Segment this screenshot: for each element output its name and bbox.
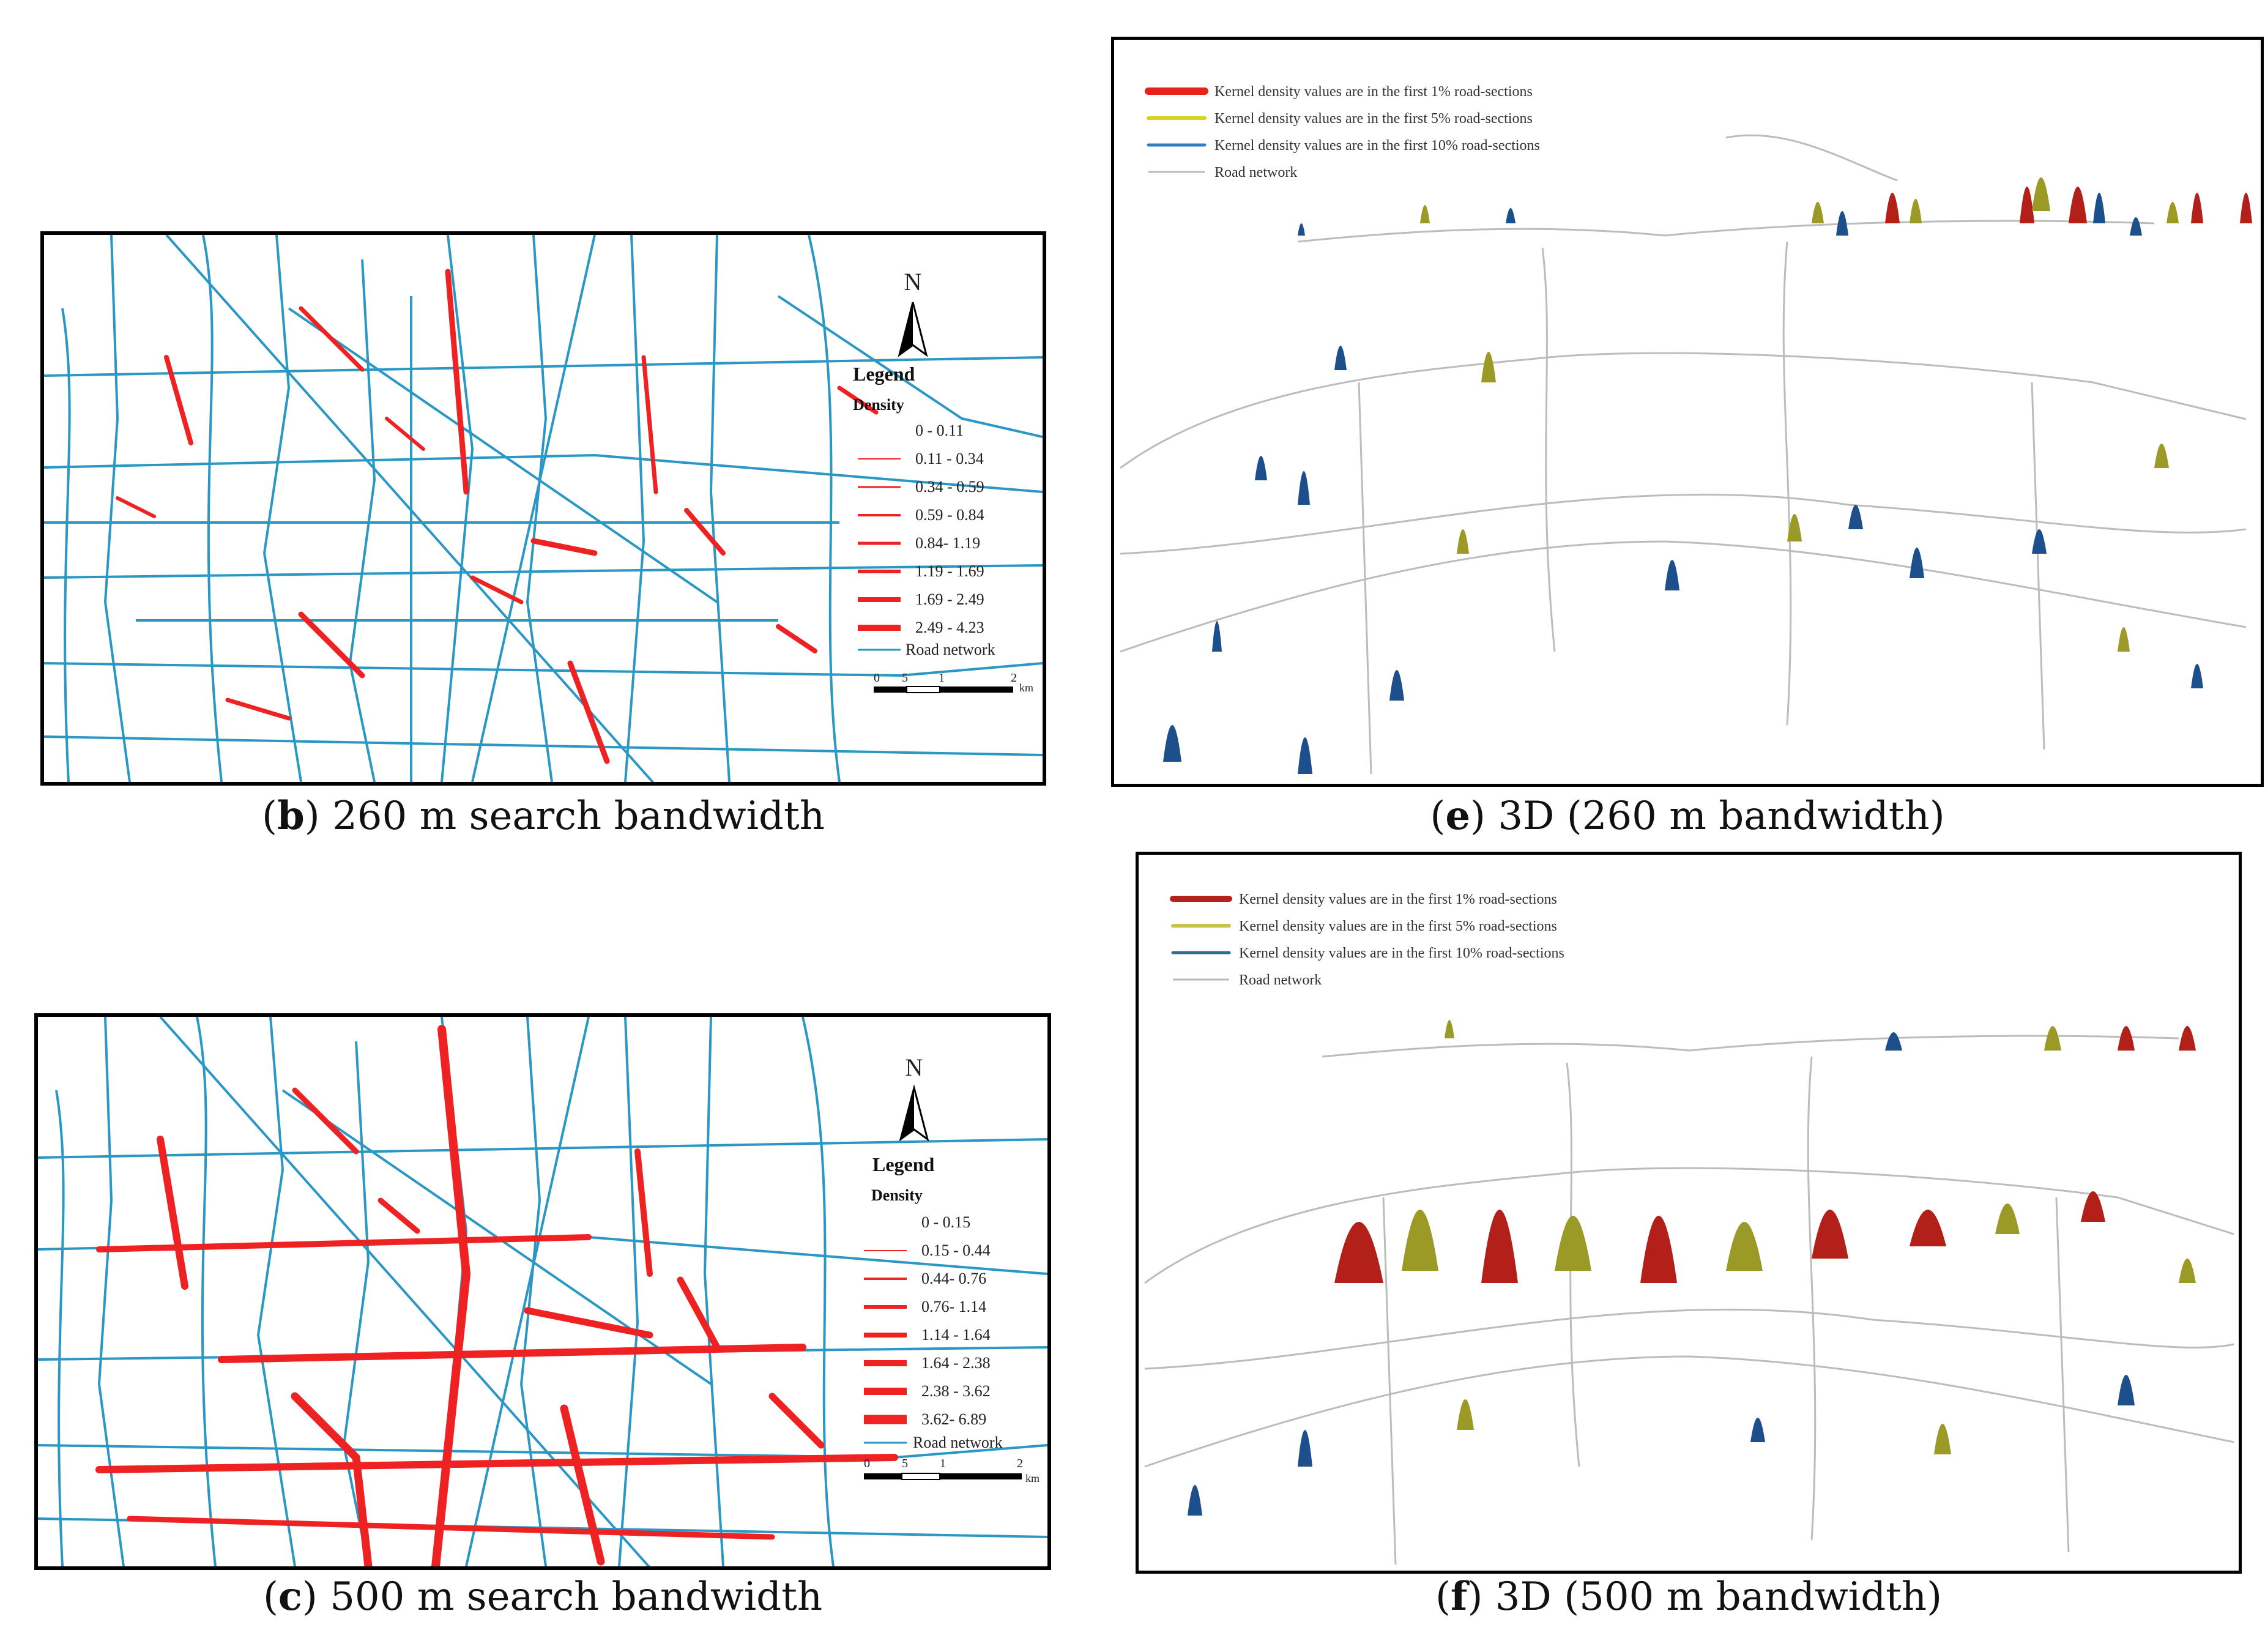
map-panel-f: Kernel density values are in the first 1… xyxy=(1136,852,2242,1574)
legend-class-c-4: 0.76- 1.14 xyxy=(921,1298,986,1315)
caption-b-text: 260 m search bandwidth xyxy=(319,794,825,839)
caption-f-letter: f xyxy=(1450,1574,1468,1620)
density-label-c: Density xyxy=(871,1186,923,1204)
road-network-b xyxy=(44,235,1043,782)
caption-b-letter: b xyxy=(277,793,305,839)
caption-c-text: 500 m search bandwidth xyxy=(317,1574,823,1620)
legend-class-c-1: 0 - 0.15 xyxy=(921,1213,970,1231)
map-panel-e: Kernel density values are in the first 1… xyxy=(1111,37,2264,787)
caption-e-letter: e xyxy=(1445,793,1471,839)
road-network-3d-f xyxy=(1144,1035,2234,1565)
density-label-b: Density xyxy=(853,396,904,414)
density-spikes-f xyxy=(1188,1020,2196,1516)
scale-tick-b-0: 0 xyxy=(874,671,880,685)
legend-road-b: Road network xyxy=(906,641,995,658)
legend-class-c-2: 0.15 - 0.44 xyxy=(921,1241,991,1259)
legend-class-b-8: 2.49 - 4.23 xyxy=(915,619,984,636)
legend-class-b-4: 0.59 - 0.84 xyxy=(915,506,984,524)
map-b-svg: N Legend Density 0 - 0.11 0.11 - 0.34 0.… xyxy=(44,235,1043,782)
caption-e-text: 3D (260 m bandwidth) xyxy=(1486,794,1945,839)
scale-tick-b-2: 1 xyxy=(939,671,945,685)
scale-tick-b-1: 5 xyxy=(902,671,908,685)
caption-c: (c) 500 m search bandwidth xyxy=(262,1574,823,1620)
caption-f: (f) 3D (500 m bandwidth) xyxy=(1435,1574,1943,1620)
legend-class-c-7: 2.38 - 3.62 xyxy=(921,1382,991,1400)
legend-title-b: Legend xyxy=(853,363,915,385)
density-legend-c: 0 - 0.15 0.15 - 0.44 0.44- 0.76 0.76- 1.… xyxy=(864,1213,1003,1451)
legend-class-b-2: 0.11 - 0.34 xyxy=(915,450,984,467)
road-network-c xyxy=(38,1017,1047,1566)
map-f-svg: Kernel density values are in the first 1… xyxy=(1144,891,2234,1565)
road-network-3d-e xyxy=(1120,134,2247,775)
legend-e-1: Kernel density values are in the first 1… xyxy=(1214,84,1533,100)
scale-tick-c-2: 1 xyxy=(940,1457,946,1470)
legend-class-c-8: 3.62- 6.89 xyxy=(921,1410,986,1428)
legend-class-c-5: 1.14 - 1.64 xyxy=(921,1326,991,1344)
density-segments-c xyxy=(95,1025,898,1566)
legend-f-2: Kernel density values are in the first 5… xyxy=(1239,918,1557,934)
map-c-svg: N Legend Density 0 - 0.15 0.15 - 0.44 0.… xyxy=(38,1017,1047,1566)
caption-c-letter: c xyxy=(278,1574,302,1620)
north-label-c: N xyxy=(906,1054,923,1081)
caption-b: (b) 260 m search bandwidth xyxy=(262,793,825,839)
scale-tick-c-0: 0 xyxy=(864,1457,870,1470)
legend-3d-f: Kernel density values are in the first 1… xyxy=(1170,891,1564,988)
north-arrow-c-shade-icon xyxy=(901,1088,914,1139)
legend-class-b-1: 0 - 0.11 xyxy=(915,422,964,439)
caption-f-text: 3D (500 m bandwidth) xyxy=(1482,1574,1943,1620)
density-segments-b xyxy=(116,269,879,764)
legend-class-b-7: 1.69 - 2.49 xyxy=(915,590,984,608)
legend-e-4: Road network xyxy=(1214,165,1297,180)
north-label-b: N xyxy=(904,268,922,296)
scale-tick-c-3: 2 xyxy=(1017,1457,1023,1470)
scale-tick-b-3: 2 xyxy=(1011,671,1017,685)
map-panel-b: N Legend Density 0 - 0.11 0.11 - 0.34 0.… xyxy=(40,231,1046,786)
scale-bar-c: 0 5 1 2 km xyxy=(864,1457,1040,1484)
north-arrow-shade-icon xyxy=(899,302,913,355)
legend-e-2: Kernel density values are in the first 5… xyxy=(1214,111,1533,127)
legend-f-1: Kernel density values are in the first 1… xyxy=(1239,891,1557,907)
legend-f-4: Road network xyxy=(1239,972,1322,988)
map-e-svg: Kernel density values are in the first 1… xyxy=(1120,84,2252,775)
legend-e-3: Kernel density values are in the first 1… xyxy=(1214,138,1540,154)
caption-e: (e) 3D (260 m bandwidth) xyxy=(1430,793,1945,839)
scale-tick-c-1: 5 xyxy=(902,1457,908,1470)
legend-class-c-6: 1.64 - 2.38 xyxy=(921,1354,991,1372)
legend-class-b-5: 0.84- 1.19 xyxy=(915,534,980,552)
legend-f-3: Kernel density values are in the first 1… xyxy=(1239,945,1564,961)
scale-unit-b: km xyxy=(1019,682,1033,694)
scale-bar-b: 0 5 1 2 km xyxy=(874,671,1033,694)
legend-class-c-3: 0.44- 0.76 xyxy=(921,1270,986,1287)
density-legend-b: 0 - 0.11 0.11 - 0.34 0.34 - 0.59 0.59 - … xyxy=(858,422,995,658)
scale-unit-c: km xyxy=(1025,1472,1040,1484)
legend-class-b-6: 1.19 - 1.69 xyxy=(915,562,984,580)
legend-class-b-3: 0.34 - 0.59 xyxy=(915,478,984,496)
density-spikes-e xyxy=(1163,177,2252,774)
legend-title-c: Legend xyxy=(872,1153,935,1175)
legend-3d-e: Kernel density values are in the first 1… xyxy=(1145,84,1540,180)
legend-road-c: Road network xyxy=(913,1434,1003,1451)
map-panel-c: N Legend Density 0 - 0.15 0.15 - 0.44 0.… xyxy=(34,1013,1051,1570)
